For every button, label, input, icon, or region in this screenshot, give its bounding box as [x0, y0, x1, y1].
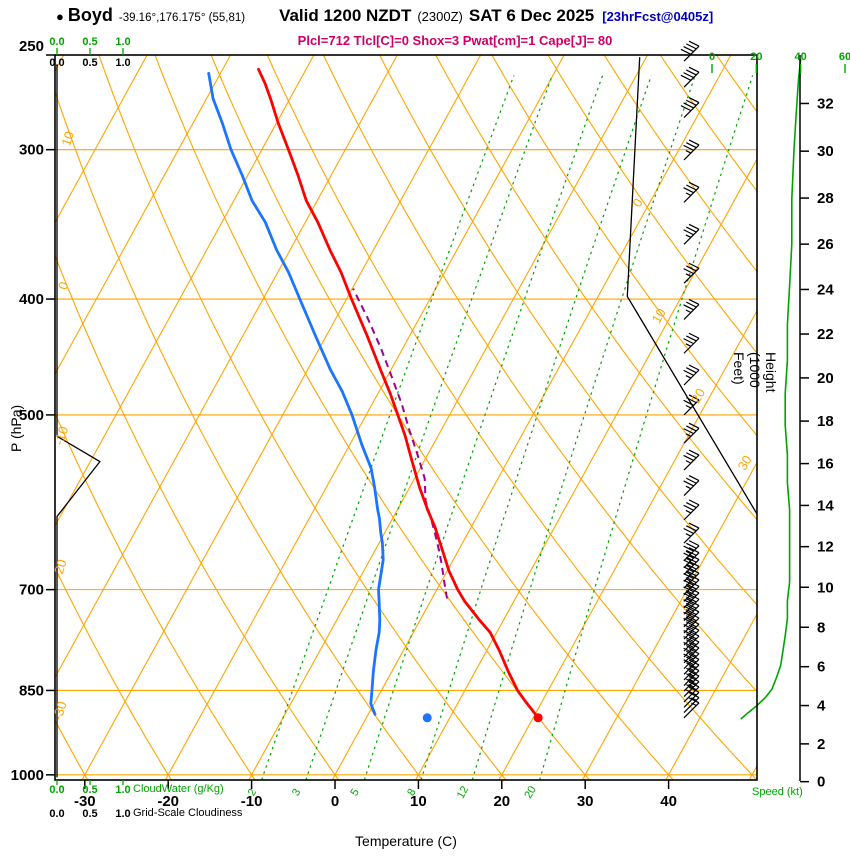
svg-text:12: 12 [455, 784, 472, 801]
svg-text:3: 3 [290, 787, 303, 798]
svg-text:500: 500 [19, 407, 44, 424]
pressure-axis-title: P (hPa) [8, 404, 24, 452]
svg-text:0.0: 0.0 [49, 57, 64, 69]
svg-text:-10: -10 [241, 793, 263, 810]
gridscale-cloudiness-axis-title: Grid-Scale Cloudiness [133, 807, 243, 819]
station-bullet-icon: ● [56, 9, 64, 24]
stability-indices: Plcl=712 Tlcl[C]=0 Shox=3 Pwat[cm]=1 Cap… [297, 33, 613, 48]
profiles-layer [56, 57, 757, 778]
svg-text:2: 2 [817, 736, 825, 753]
valid-time: Valid 1200 NZDT [279, 6, 412, 25]
station-coordinates: -39.16°,176.175° (55,81) [118, 12, 246, 24]
plot-border [54, 54, 758, 781]
svg-text:0.5: 0.5 [82, 808, 97, 820]
svg-text:0: 0 [709, 51, 715, 63]
svg-text:1.0: 1.0 [115, 36, 130, 48]
reference-line [626, 57, 757, 516]
dewpoint-curve [207, 72, 385, 716]
title-bar: ● Boyd -39.16°,176.175° (55,81) Valid 12… [56, 5, 713, 26]
svg-text:1000: 1000 [11, 767, 44, 784]
svg-text:0.0: 0.0 [49, 784, 64, 796]
wind-barbs [680, 40, 700, 719]
cloudwater-axis-title: CloudWater (g/Kg) [133, 783, 224, 795]
svg-text:8: 8 [817, 619, 825, 636]
svg-text:0: 0 [817, 774, 825, 791]
svg-text:0.5: 0.5 [82, 57, 97, 69]
svg-text:32: 32 [817, 95, 834, 112]
wind-speed-profile [740, 59, 802, 720]
svg-text:10: 10 [649, 306, 669, 326]
svg-text:20: 20 [522, 784, 539, 801]
svg-text:10: 10 [817, 579, 834, 596]
svg-text:10: 10 [58, 129, 77, 147]
svg-text:60: 60 [839, 51, 850, 63]
svg-text:300: 300 [19, 142, 44, 159]
svg-text:40: 40 [660, 793, 677, 810]
parcel-curve [352, 288, 448, 599]
svg-text:-30: -30 [74, 793, 96, 810]
svg-text:20: 20 [493, 793, 510, 810]
svg-text:22: 22 [817, 326, 834, 343]
svg-text:26: 26 [817, 236, 834, 253]
svg-text:0.5: 0.5 [82, 784, 97, 796]
svg-text:40: 40 [795, 51, 807, 63]
svg-text:6: 6 [817, 659, 825, 676]
svg-text:-20: -20 [157, 793, 179, 810]
svg-text:20: 20 [817, 370, 834, 387]
svg-text:250: 250 [19, 38, 44, 55]
svg-text:0.5: 0.5 [82, 36, 97, 48]
svg-text:10: 10 [410, 793, 427, 810]
svg-text:12: 12 [817, 539, 834, 556]
cloudiness-curve [56, 65, 101, 778]
svg-text:1.0: 1.0 [115, 57, 130, 69]
svg-text:0: 0 [55, 280, 72, 292]
surface-dewpoint-dot [422, 713, 432, 723]
svg-text:0.0: 0.0 [49, 36, 64, 48]
svg-text:0.0: 0.0 [49, 808, 64, 820]
svg-text:1.0: 1.0 [115, 808, 130, 820]
height-axis-title: Height (1000 Feet) [731, 352, 779, 393]
skewt-grid [55, 55, 757, 780]
station-name: Boyd [67, 5, 113, 25]
svg-text:700: 700 [19, 582, 44, 599]
svg-text:30: 30 [577, 793, 594, 810]
speed-axis-title: Speed (kt) [752, 786, 803, 798]
svg-text:400: 400 [19, 291, 44, 308]
svg-text:30: 30 [817, 143, 834, 160]
svg-text:1.0: 1.0 [115, 784, 130, 796]
svg-text:2: 2 [246, 787, 259, 798]
svg-text:20: 20 [688, 386, 708, 406]
svg-text:24: 24 [817, 281, 834, 298]
temperature-axis-title: Temperature (C) [355, 833, 457, 849]
svg-text:4: 4 [817, 698, 826, 715]
svg-text:20: 20 [750, 51, 762, 63]
svg-text:14: 14 [817, 497, 834, 514]
svg-text:0: 0 [331, 793, 339, 810]
svg-text:850: 850 [19, 682, 44, 699]
svg-text:30: 30 [735, 453, 755, 473]
valid-date: SAT 6 Dec 2025 [468, 6, 595, 25]
surface-temperature-dot [533, 713, 543, 723]
valid-time-utc: (2300Z) [417, 9, 463, 24]
svg-text:18: 18 [817, 413, 834, 430]
svg-text:5: 5 [348, 787, 361, 798]
temperature-curve [257, 67, 540, 720]
svg-text:-20: -20 [50, 557, 70, 580]
forecast-info: [23hrFcst@0405z] [602, 9, 714, 24]
svg-text:16: 16 [817, 456, 834, 473]
svg-text:8: 8 [405, 787, 418, 798]
svg-text:-30: -30 [50, 699, 70, 722]
svg-text:-10: -10 [51, 424, 71, 447]
svg-text:28: 28 [817, 190, 834, 207]
